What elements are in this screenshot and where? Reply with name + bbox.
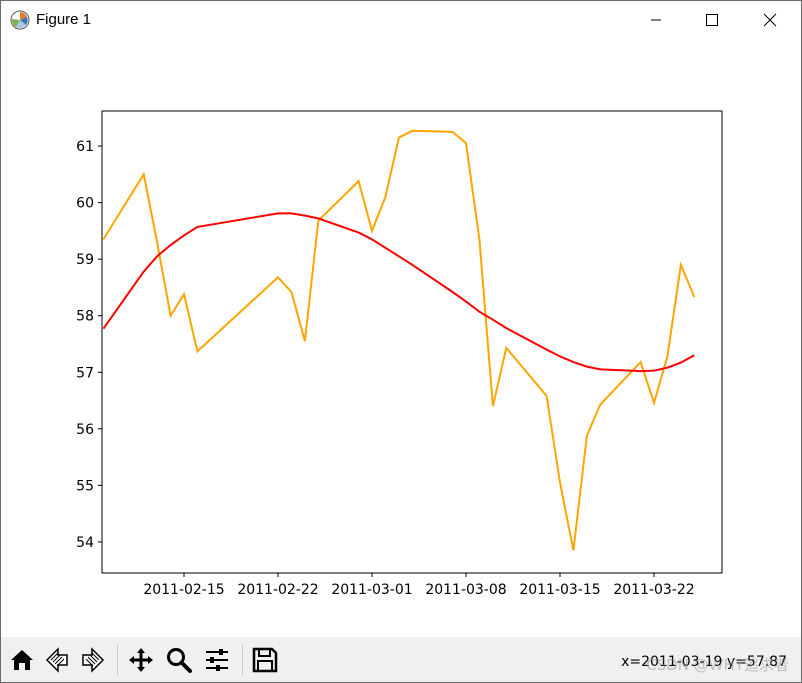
y-tick-label: 54 xyxy=(76,535,94,551)
x-tick-label: 2011-02-22 xyxy=(237,582,318,598)
y-tick-label: 55 xyxy=(76,478,94,494)
zoom-button[interactable] xyxy=(163,644,195,676)
home-button[interactable] xyxy=(6,644,38,676)
maximize-button[interactable] xyxy=(689,1,735,39)
x-tick-label: 2011-03-22 xyxy=(613,582,694,598)
navigation-toolbar: x=2011-03-19 y=57.87 CSDN @WHY追求者 xyxy=(1,637,801,682)
series-line-2 xyxy=(102,212,695,373)
y-tick-label: 58 xyxy=(76,309,94,325)
toolbar-separator xyxy=(117,645,118,675)
title-bar: Figure 1 xyxy=(1,1,801,39)
configure-subplots-icon xyxy=(206,649,228,671)
maximize-icon xyxy=(706,14,718,26)
toolbar-separator xyxy=(242,645,243,675)
pan-button[interactable] xyxy=(125,644,157,676)
back-button[interactable] xyxy=(41,644,73,676)
y-tick-label: 59 xyxy=(76,252,94,268)
line-chart: 54 55 56 57 58 59 60 61 2011-02-15 2011-02-22 201… xyxy=(76,110,723,598)
minimize-button[interactable] xyxy=(633,1,679,39)
y-tick-label: 56 xyxy=(76,422,94,438)
y-tick-label: 61 xyxy=(76,139,94,155)
x-tick-label: 2011-02-15 xyxy=(143,582,224,598)
figure-canvas[interactable]: 54 55 56 57 58 59 60 61 2011-02-15 2011-02-22 201… xyxy=(1,39,801,637)
series-line-1 xyxy=(102,129,696,551)
y-tick-label: 60 xyxy=(76,196,94,212)
save-icon xyxy=(252,647,278,673)
y-tick-label: 57 xyxy=(76,365,94,381)
save-button[interactable] xyxy=(249,644,281,676)
matplotlib-app-icon xyxy=(10,10,30,30)
forward-button[interactable] xyxy=(77,644,109,676)
configure-subplots-button[interactable] xyxy=(201,644,233,676)
minimize-icon xyxy=(651,19,661,21)
watermark-text: CSDN @WHY追求者 xyxy=(646,656,789,674)
pan-icon xyxy=(129,648,153,672)
axes-frame xyxy=(101,110,723,574)
x-tick-label: 2011-03-08 xyxy=(425,582,506,598)
close-icon xyxy=(763,13,777,27)
back-arrow-icon xyxy=(45,647,68,673)
x-tick-label: 2011-03-01 xyxy=(331,582,412,598)
window-title: Figure 1 xyxy=(36,11,92,28)
close-button[interactable] xyxy=(747,1,793,39)
zoom-icon xyxy=(167,648,192,673)
forward-arrow-icon xyxy=(82,647,105,673)
cursor-coordinates: x=2011-03-19 y=57.87 xyxy=(621,654,787,670)
x-tick-label: 2011-03-15 xyxy=(519,582,600,598)
home-icon xyxy=(11,650,33,670)
